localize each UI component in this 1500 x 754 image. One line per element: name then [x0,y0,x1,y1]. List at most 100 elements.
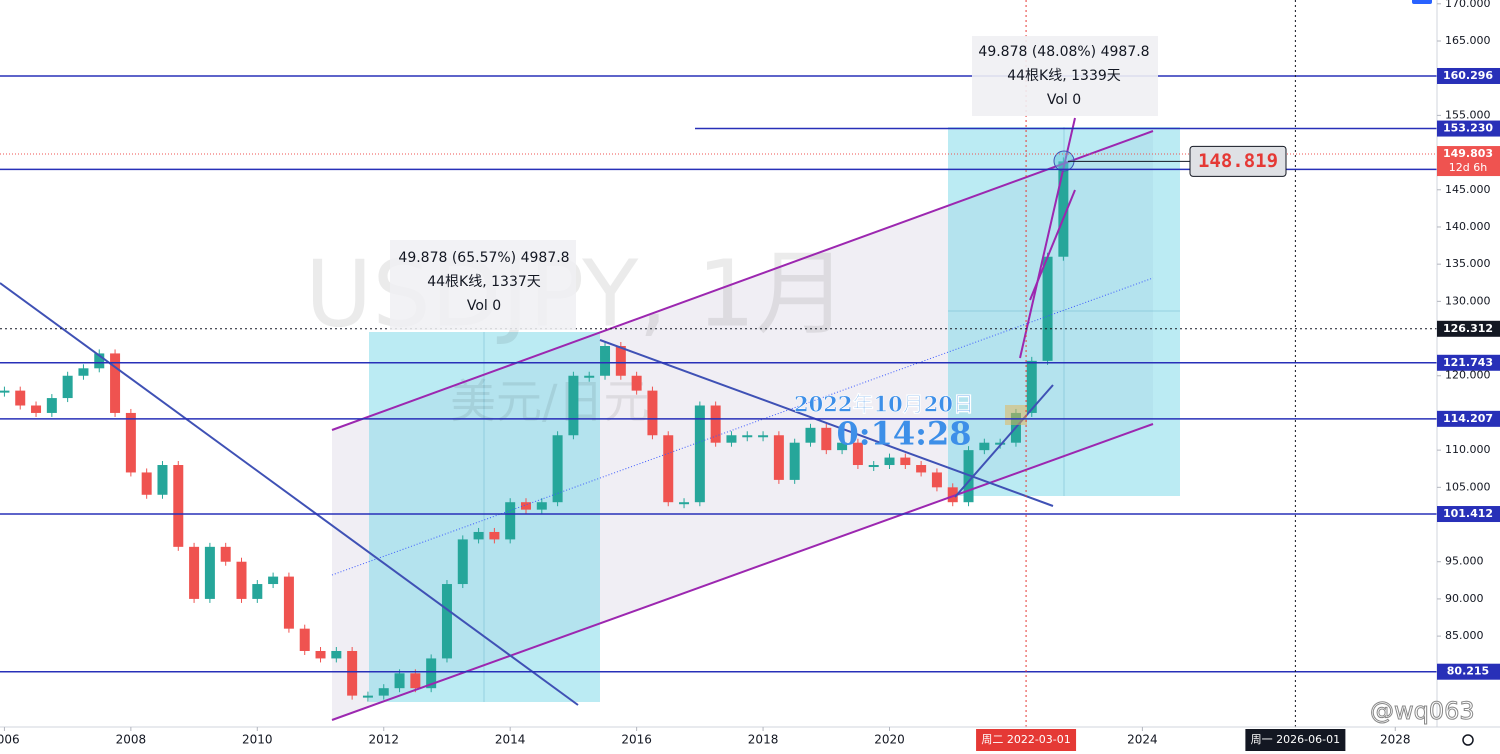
y-tick-label: 105.000 [1445,480,1491,493]
x-tick-label: 2006 [0,733,20,747]
callout-box [1189,145,1287,177]
candle [157,465,168,495]
candle [584,375,595,378]
candle [805,427,816,443]
trend-line [1029,189,1076,301]
x-tick-label: 2024 [1127,733,1158,747]
trend-line [954,384,1054,498]
candle [283,576,294,629]
level-label-box [1437,120,1500,137]
callout-label: 148.819 [1198,150,1278,172]
y-tick-label: 90.000 [1445,592,1484,605]
level-label: 80.215 [1447,665,1489,678]
trend-line [0,282,579,706]
candle [110,353,121,413]
timestamp-time: 0:14:28 [837,415,972,453]
y-tick-label: 130.000 [1445,294,1491,307]
y-tick-label: 145.000 [1445,183,1491,196]
watermark-title: USDJPY, 1月 [305,240,847,347]
watermark-subtitle: 美元/日元 [450,375,650,429]
candle [441,584,452,659]
candle [789,442,800,480]
candle [457,539,468,585]
candle [868,465,879,468]
candle [979,442,990,451]
candle [94,353,105,369]
candle [647,390,658,436]
y-tick-label: 110.000 [1445,443,1491,456]
x-tick-label: 2028 [1380,733,1411,747]
candle [773,435,784,480]
annotation: 44根K线, 1337天 [427,274,541,290]
annotation: 49.878 (48.08%) 4987.8 [978,44,1149,60]
candle [505,502,516,540]
annotation: 49.878 (65.57%) 4987.8 [398,250,569,266]
y-tick-label: 95.000 [1445,555,1484,568]
candle [299,628,310,651]
y-tick-label: 155.000 [1445,108,1491,121]
price-label: 149.803 [1443,147,1493,160]
x-tick-label: 2016 [621,733,652,747]
candle [220,546,231,562]
candle [347,650,358,696]
candle [0,390,10,393]
level-label: 114.207 [1443,412,1493,425]
candle [884,457,895,466]
annotation: Vol 0 [467,298,501,314]
candle [410,673,421,689]
y-tick-label: 165.000 [1445,34,1491,47]
x-tick-label: 2010 [242,733,273,747]
level-label-box [1437,67,1500,84]
candle [995,442,1006,445]
candle [552,435,563,503]
timestamp-date: 2022年10月20日 [794,392,974,417]
y-tick-label: 140.000 [1445,220,1491,233]
candle [331,650,342,659]
x-tick-label: 2014 [495,733,526,747]
candle [125,412,136,473]
level-label-box [1437,320,1500,337]
y-tick-label: 135.000 [1445,257,1491,270]
scale-button[interactable] [1412,0,1432,4]
x-tick-label: 2008 [116,733,147,747]
level-label-box [1437,506,1500,523]
x-marker-label: 周一 2026-06-01 [1251,733,1340,746]
candle [963,450,974,503]
candle [947,487,958,503]
candle [1058,161,1069,257]
candle [15,390,26,406]
candle [31,405,42,413]
candle [141,472,152,495]
candle [189,546,200,599]
countdown: 12d 6h [1449,161,1487,174]
candle [694,405,705,503]
candle [615,345,626,376]
candle [536,502,547,510]
level-label: 121.743 [1443,356,1493,369]
x-marker-box [1245,729,1346,751]
x-tick-label: 2012 [368,733,399,747]
candle [1042,256,1053,361]
candle [62,375,73,399]
candle [268,576,279,585]
candle [663,435,674,503]
candle [916,465,927,473]
measure-box [369,332,600,702]
annotation: 44根K线, 1339天 [1007,68,1121,84]
x-tick-label: 2020 [874,733,905,747]
level-label-box [1437,354,1500,371]
annotation-box [972,36,1158,116]
candle [315,650,326,659]
candle [252,584,263,599]
candle [837,442,848,451]
candle [46,398,57,413]
level-label-box [1437,663,1500,680]
candle [821,427,832,451]
highlight [1005,405,1027,425]
x-marker-box [976,729,1077,751]
x-tick-label: 2018 [748,733,779,747]
candle [204,546,215,599]
candle [378,688,389,696]
settings-icon[interactable] [1462,734,1474,746]
y-tick-label: 85.000 [1445,629,1484,642]
